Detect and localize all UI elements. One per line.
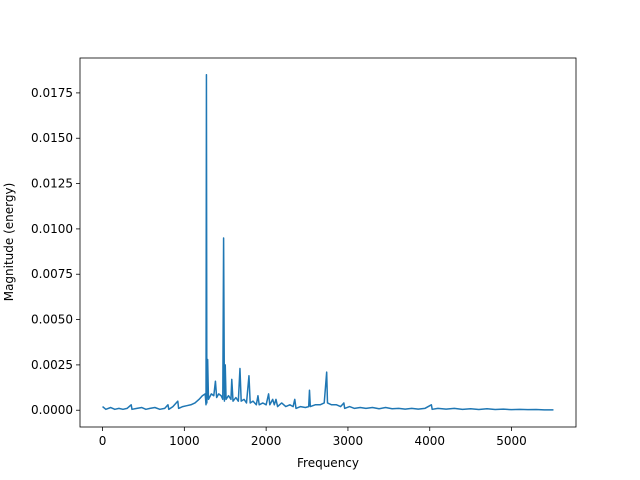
y-axis-label: Magnitude (energy) [2, 183, 16, 302]
y-tick-label: 0.0100 [31, 222, 73, 236]
y-tick-label: 0.0150 [31, 131, 73, 145]
series-line [102, 74, 554, 411]
x-tick-label: 5000 [496, 434, 527, 448]
x-tick-label: 0 [99, 434, 107, 448]
x-tick-label: 2000 [251, 434, 282, 448]
y-tick-label: 0.0075 [31, 267, 73, 281]
x-axis-label: Frequency [297, 456, 359, 470]
y-tick-label: 0.0175 [31, 86, 73, 100]
y-tick-label: 0.0125 [31, 177, 73, 191]
y-tick-label: 0.0000 [31, 403, 73, 417]
y-tick-label: 0.0050 [31, 313, 73, 327]
x-tick-label: 1000 [169, 434, 200, 448]
y-tick-label: 0.0025 [31, 358, 73, 372]
x-tick-label: 3000 [333, 434, 364, 448]
x-tick-label: 4000 [414, 434, 445, 448]
plot-frame [79, 57, 577, 428]
